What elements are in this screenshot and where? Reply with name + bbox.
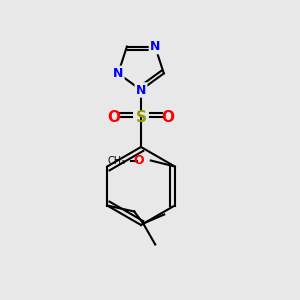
Text: N: N xyxy=(150,40,160,53)
Text: S: S xyxy=(136,110,146,124)
Text: N: N xyxy=(113,67,123,80)
Text: CH₃: CH₃ xyxy=(107,155,125,166)
Text: O: O xyxy=(107,110,121,124)
Text: N: N xyxy=(136,83,146,97)
Text: O: O xyxy=(134,154,144,167)
Text: O: O xyxy=(161,110,175,124)
